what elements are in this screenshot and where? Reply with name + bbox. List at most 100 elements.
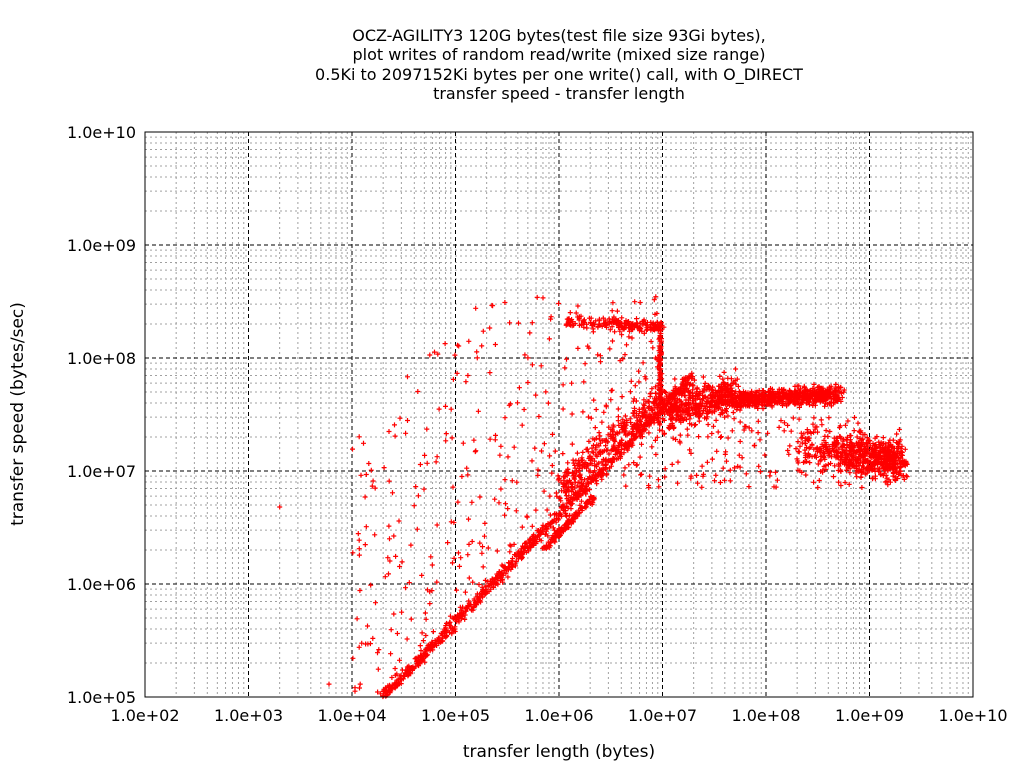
point-above-diagonal bbox=[615, 406, 621, 412]
point-above-diagonal bbox=[445, 540, 451, 546]
y-tick-label: 1.0e+06 bbox=[67, 575, 136, 594]
point-above-diagonal bbox=[519, 422, 525, 428]
point-sawtooth bbox=[672, 376, 678, 382]
point-sawtooth bbox=[704, 386, 710, 392]
point-sawtooth bbox=[672, 384, 678, 390]
point-above-diagonal bbox=[597, 433, 603, 439]
point-above-diagonal bbox=[560, 451, 566, 457]
point-main-diagonal bbox=[459, 616, 464, 622]
point-sawtooth bbox=[697, 389, 703, 395]
point-below-plateau bbox=[790, 415, 796, 421]
point-above-diagonal bbox=[391, 533, 397, 539]
point-cache-plateau bbox=[584, 321, 590, 327]
point-above-diagonal bbox=[636, 379, 642, 385]
point-above-diagonal bbox=[408, 542, 414, 548]
point-upper-diagonal bbox=[644, 420, 650, 426]
point-above-diagonal bbox=[372, 532, 378, 538]
point-lower-parallel bbox=[547, 543, 552, 549]
point-above-diagonal bbox=[373, 600, 378, 606]
point-above-diagonal bbox=[456, 550, 461, 556]
point-above-diagonal bbox=[648, 390, 654, 396]
point-main-diagonal bbox=[463, 606, 468, 612]
point-upper-diagonal bbox=[600, 449, 606, 455]
point-above-diagonal bbox=[415, 493, 421, 499]
point-above-diagonal bbox=[497, 452, 503, 458]
point-main-diagonal bbox=[413, 655, 419, 661]
point-main-diagonal bbox=[579, 498, 584, 504]
point-above-diagonal bbox=[591, 397, 597, 403]
point-above-diagonal bbox=[356, 537, 362, 543]
point-lower-parallel bbox=[578, 505, 583, 511]
point-sawtooth bbox=[673, 392, 679, 398]
data-point bbox=[357, 681, 363, 687]
point-above-diagonal bbox=[524, 513, 530, 519]
point-above-diagonal bbox=[614, 308, 620, 314]
point-above-diagonal bbox=[399, 609, 405, 615]
point-sawtooth bbox=[733, 366, 739, 372]
point-sawtooth bbox=[702, 394, 708, 400]
point-upper-diagonal bbox=[587, 474, 593, 480]
point-upper-diagonal bbox=[638, 419, 643, 425]
point-main-diagonal bbox=[482, 591, 488, 597]
point-below-plateau bbox=[781, 428, 787, 434]
point-below-plateau bbox=[720, 465, 726, 471]
point-upper-diagonal bbox=[561, 481, 567, 487]
point-above-diagonal bbox=[471, 437, 477, 443]
point-above-diagonal bbox=[480, 328, 486, 334]
point-main-diagonal bbox=[545, 533, 551, 539]
point-above-diagonal bbox=[493, 432, 498, 438]
point-above-diagonal bbox=[466, 541, 472, 547]
point-below-plateau bbox=[737, 419, 743, 425]
point-above-diagonal bbox=[390, 490, 395, 496]
point-above-diagonal bbox=[358, 472, 364, 478]
point-upper-diagonal bbox=[616, 442, 621, 448]
point-sawtooth bbox=[667, 412, 672, 418]
y-tick-label: 1.0e+05 bbox=[67, 688, 136, 707]
point-above-diagonal bbox=[505, 506, 511, 512]
point-above-diagonal bbox=[480, 544, 485, 550]
point-below-plateau bbox=[776, 424, 782, 430]
point-above-diagonal bbox=[628, 378, 634, 384]
point-cache-plateau bbox=[602, 321, 608, 326]
point-above-diagonal bbox=[443, 438, 449, 444]
point-main-diagonal bbox=[543, 523, 548, 529]
point-upper-diagonal bbox=[603, 443, 609, 449]
point-main-diagonal bbox=[465, 604, 471, 609]
point-sawtooth bbox=[724, 382, 730, 387]
point-main-diagonal bbox=[480, 587, 486, 593]
point-above-diagonal bbox=[420, 638, 426, 644]
point-above-diagonal bbox=[457, 563, 462, 569]
point-main-diagonal bbox=[527, 538, 533, 544]
point-sawtooth bbox=[671, 408, 677, 413]
point-main-diagonal bbox=[542, 531, 548, 537]
point-main-diagonal bbox=[387, 682, 393, 688]
point-above-diagonal bbox=[502, 415, 508, 421]
point-upper-diagonal bbox=[626, 431, 632, 437]
point-above-diagonal bbox=[356, 644, 362, 650]
point-above-diagonal bbox=[375, 666, 381, 672]
point-above-diagonal bbox=[469, 499, 475, 505]
point-sawtooth bbox=[690, 396, 696, 401]
point-above-diagonal bbox=[448, 406, 454, 412]
point-below-plateau bbox=[727, 478, 733, 484]
point-main-diagonal bbox=[490, 577, 496, 583]
point-above-diagonal bbox=[492, 496, 498, 502]
point-sawtooth bbox=[718, 410, 724, 416]
point-above-diagonal bbox=[464, 465, 470, 471]
point-below-plateau bbox=[695, 480, 701, 486]
point-main-diagonal bbox=[457, 613, 462, 619]
point-main-diagonal bbox=[478, 599, 484, 605]
point-cache-plateau bbox=[581, 317, 587, 323]
point-sawtooth bbox=[680, 383, 686, 389]
point-above-diagonal bbox=[350, 655, 356, 661]
point-below-plateau bbox=[699, 463, 705, 469]
point-above-diagonal bbox=[454, 587, 459, 593]
point-upper-diagonal bbox=[586, 468, 592, 474]
point-above-diagonal bbox=[632, 383, 638, 389]
point-above-diagonal bbox=[429, 562, 435, 568]
point-upper-diagonal bbox=[630, 426, 636, 432]
point-above-diagonal bbox=[516, 385, 522, 391]
point-above-diagonal bbox=[422, 452, 428, 458]
point-above-diagonal bbox=[443, 403, 448, 409]
x-tick-label: 1.0e+03 bbox=[214, 706, 283, 725]
